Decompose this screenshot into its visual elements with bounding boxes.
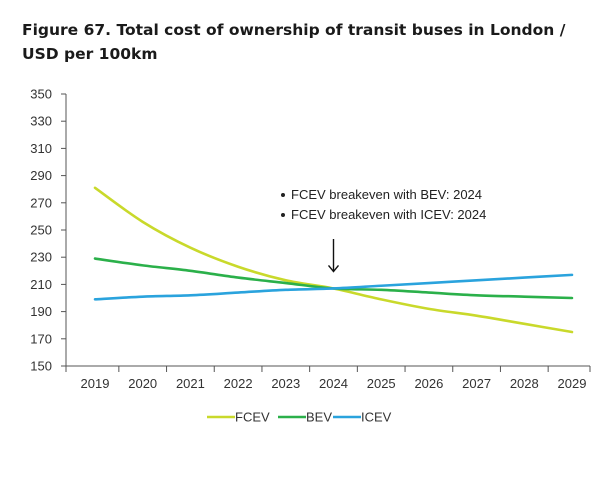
y-tick-label: 350 (30, 87, 52, 102)
x-tick-label: 2029 (558, 376, 587, 391)
chart-title: Figure 67. Total cost of ownership of tr… (22, 21, 566, 63)
y-tick-label: 310 (30, 141, 52, 156)
legend-label-icev: ICEV (361, 410, 392, 425)
x-tick-label: 2023 (271, 376, 300, 391)
series-line-icev (93, 273, 574, 301)
annotation-bullet (281, 213, 285, 217)
y-tick-label: 150 (30, 359, 52, 374)
x-tick-label: 2022 (224, 376, 253, 391)
x-tick-label: 2025 (367, 376, 396, 391)
y-tick-label: 290 (30, 168, 52, 183)
legend-label-bev: BEV (306, 410, 332, 425)
x-tick-label: 2028 (510, 376, 539, 391)
y-tick-label: 270 (30, 195, 52, 210)
x-tick-label: 2024 (319, 376, 348, 391)
x-tick-label: 2019 (81, 376, 110, 391)
y-tick-label: 330 (30, 114, 52, 129)
y-tick-label: 190 (30, 304, 52, 319)
y-tick-label: 210 (30, 277, 52, 292)
y-tick-label: 230 (30, 250, 52, 265)
annotation-bullet (281, 193, 285, 197)
x-tick-label: 2027 (462, 376, 491, 391)
y-tick-label: 250 (30, 223, 52, 238)
y-tick-label: 170 (30, 331, 52, 346)
x-tick-label: 2026 (414, 376, 443, 391)
annotation-text: FCEV breakeven with ICEV: 2024 (291, 207, 486, 222)
legend-label-fcev: FCEV (235, 410, 270, 425)
arrow-head (327, 265, 340, 273)
x-tick-label: 2020 (128, 376, 157, 391)
x-tick-label: 2021 (176, 376, 205, 391)
annotation-text: FCEV breakeven with BEV: 2024 (291, 187, 482, 202)
